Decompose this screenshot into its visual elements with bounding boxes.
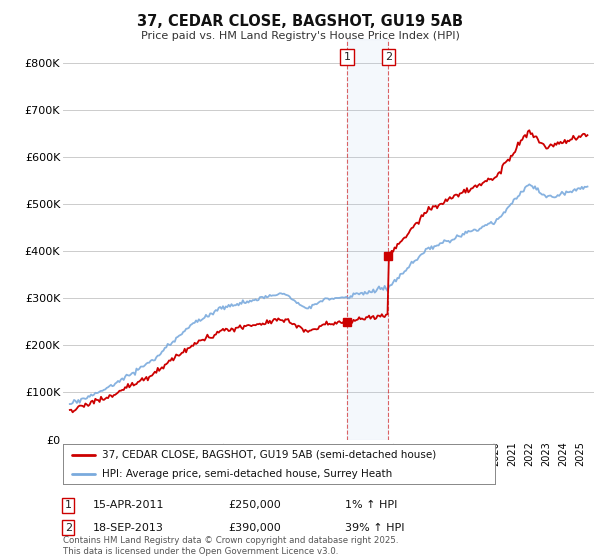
Text: 2: 2 (65, 522, 72, 533)
Text: £250,000: £250,000 (228, 500, 281, 510)
Text: 37, CEDAR CLOSE, BAGSHOT, GU19 5AB: 37, CEDAR CLOSE, BAGSHOT, GU19 5AB (137, 14, 463, 29)
Text: 1: 1 (344, 52, 350, 62)
Text: 1% ↑ HPI: 1% ↑ HPI (345, 500, 397, 510)
Text: £390,000: £390,000 (228, 522, 281, 533)
Bar (347, 39, 388, 440)
Text: Contains HM Land Registry data © Crown copyright and database right 2025.
This d: Contains HM Land Registry data © Crown c… (63, 536, 398, 556)
Text: Price paid vs. HM Land Registry's House Price Index (HPI): Price paid vs. HM Land Registry's House … (140, 31, 460, 41)
Text: 18-SEP-2013: 18-SEP-2013 (93, 522, 164, 533)
Text: HPI: Average price, semi-detached house, Surrey Heath: HPI: Average price, semi-detached house,… (102, 469, 392, 478)
Text: 2: 2 (385, 52, 392, 62)
Text: 15-APR-2011: 15-APR-2011 (93, 500, 164, 510)
Text: 37, CEDAR CLOSE, BAGSHOT, GU19 5AB (semi-detached house): 37, CEDAR CLOSE, BAGSHOT, GU19 5AB (semi… (102, 450, 436, 460)
Text: 39% ↑ HPI: 39% ↑ HPI (345, 522, 404, 533)
Text: 1: 1 (65, 500, 72, 510)
